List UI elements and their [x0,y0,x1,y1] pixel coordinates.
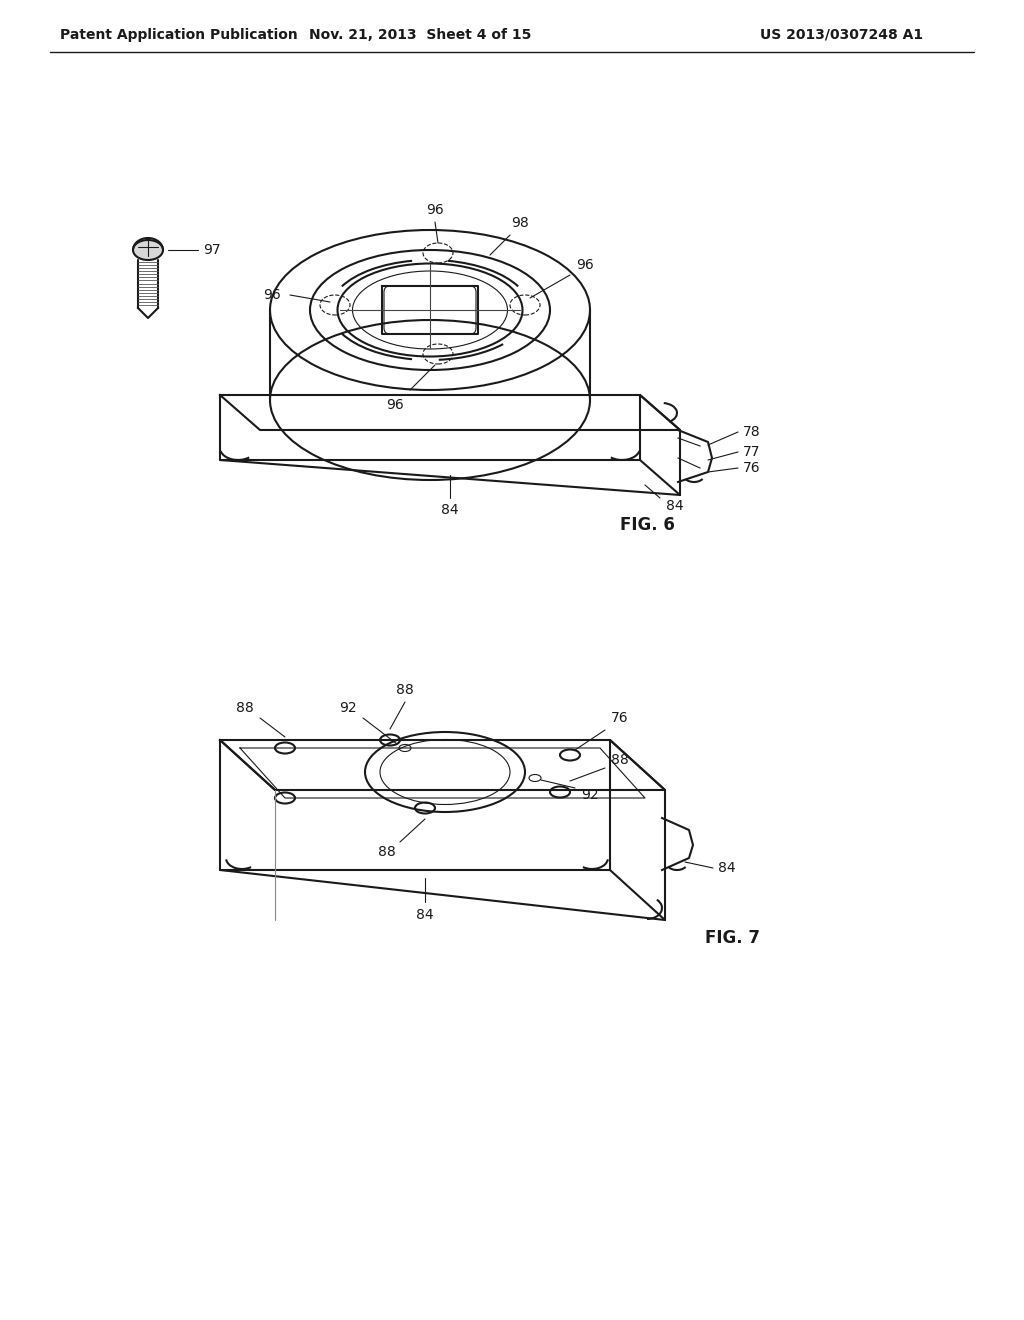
Text: 92: 92 [339,701,356,715]
Text: 96: 96 [386,399,403,412]
Text: 96: 96 [426,203,443,216]
Text: 84: 84 [718,861,736,875]
Text: 88: 88 [611,752,629,767]
Text: 76: 76 [743,461,761,475]
Text: 88: 88 [378,845,396,859]
Text: 98: 98 [511,216,528,230]
Text: Nov. 21, 2013  Sheet 4 of 15: Nov. 21, 2013 Sheet 4 of 15 [309,28,531,42]
Text: 88: 88 [237,701,254,715]
Text: 84: 84 [441,503,459,517]
Text: 84: 84 [416,908,434,921]
Text: US 2013/0307248 A1: US 2013/0307248 A1 [760,28,923,42]
Text: Patent Application Publication: Patent Application Publication [60,28,298,42]
Text: 96: 96 [263,288,281,302]
Text: 88: 88 [396,682,414,697]
Text: 84: 84 [667,499,684,513]
Text: 92: 92 [582,788,599,803]
Text: 78: 78 [743,425,761,440]
Text: 76: 76 [611,711,629,725]
Text: FIG. 6: FIG. 6 [620,516,675,535]
Ellipse shape [133,240,163,260]
Text: FIG. 7: FIG. 7 [705,929,760,946]
Text: 97: 97 [203,243,221,257]
Text: 96: 96 [577,257,594,272]
Text: 77: 77 [743,445,761,459]
